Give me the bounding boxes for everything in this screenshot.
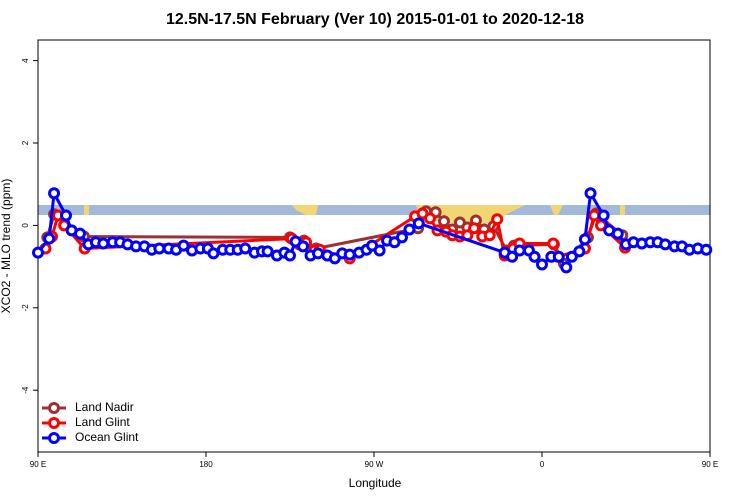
data-point [438, 215, 450, 228]
data-point [207, 247, 220, 260]
data-point [565, 250, 578, 263]
data-point [312, 247, 324, 260]
y-tick-label: 0 [21, 223, 30, 228]
data-point [552, 250, 565, 263]
data-point [513, 244, 526, 257]
land-patch [620, 205, 625, 215]
y-tick-label: -2 [21, 304, 30, 312]
data-point [483, 229, 496, 242]
data-point [424, 212, 436, 225]
data-point [403, 223, 416, 236]
legend-marker [48, 417, 60, 429]
x-tick-label: 90 E [30, 460, 46, 469]
data-point [659, 238, 672, 251]
data-point [611, 227, 624, 240]
data-point [578, 233, 591, 246]
x-tick-label: 90 W [365, 460, 384, 469]
legend-label: Land Nadir [75, 400, 134, 414]
legend-label: Land Glint [75, 415, 130, 429]
data-point [48, 187, 61, 200]
data-point [491, 213, 504, 226]
data-point [43, 232, 56, 245]
data-point [584, 187, 597, 200]
land-patch [84, 205, 89, 215]
data-point [547, 237, 560, 250]
y-axis-label: XCO2 - MLO trend (ppm) [0, 179, 13, 314]
data-point [468, 222, 481, 235]
data-point [560, 261, 573, 274]
data-point [32, 246, 44, 259]
chart-title: 12.5N-17.5N February (Ver 10) 2015-01-01… [166, 11, 584, 28]
data-point [153, 242, 166, 255]
x-tick-label: 180 [199, 460, 213, 469]
data-point [412, 217, 425, 230]
data-point [597, 209, 610, 222]
data-point [588, 209, 601, 222]
data-point [536, 258, 548, 271]
data-point [506, 250, 519, 263]
legend-label: Ocean Glint [75, 430, 139, 444]
data-point [261, 245, 274, 258]
data-point [373, 244, 386, 257]
data-point [60, 209, 72, 222]
land-patch [292, 205, 318, 215]
land-patch [550, 205, 563, 215]
legend-marker [48, 432, 60, 444]
x-axis-label: Longitude [349, 476, 402, 490]
data-point [396, 231, 408, 244]
x-tick-label: 90 E [702, 460, 718, 469]
legend-marker [48, 402, 60, 414]
data-point [700, 243, 713, 256]
data-point [343, 248, 356, 261]
y-tick-label: 4 [21, 58, 30, 63]
x-tick-label: 0 [540, 460, 545, 469]
y-tick-label: 2 [21, 140, 30, 145]
data-point [573, 245, 586, 258]
data-point [177, 239, 190, 252]
data-point [239, 242, 252, 255]
data-point [297, 240, 310, 253]
data-point [97, 237, 110, 250]
y-tick-label: -4 [21, 386, 30, 394]
ocean-band [38, 205, 710, 215]
data-point [284, 249, 296, 262]
data-point [528, 250, 541, 263]
data-point [74, 227, 86, 240]
